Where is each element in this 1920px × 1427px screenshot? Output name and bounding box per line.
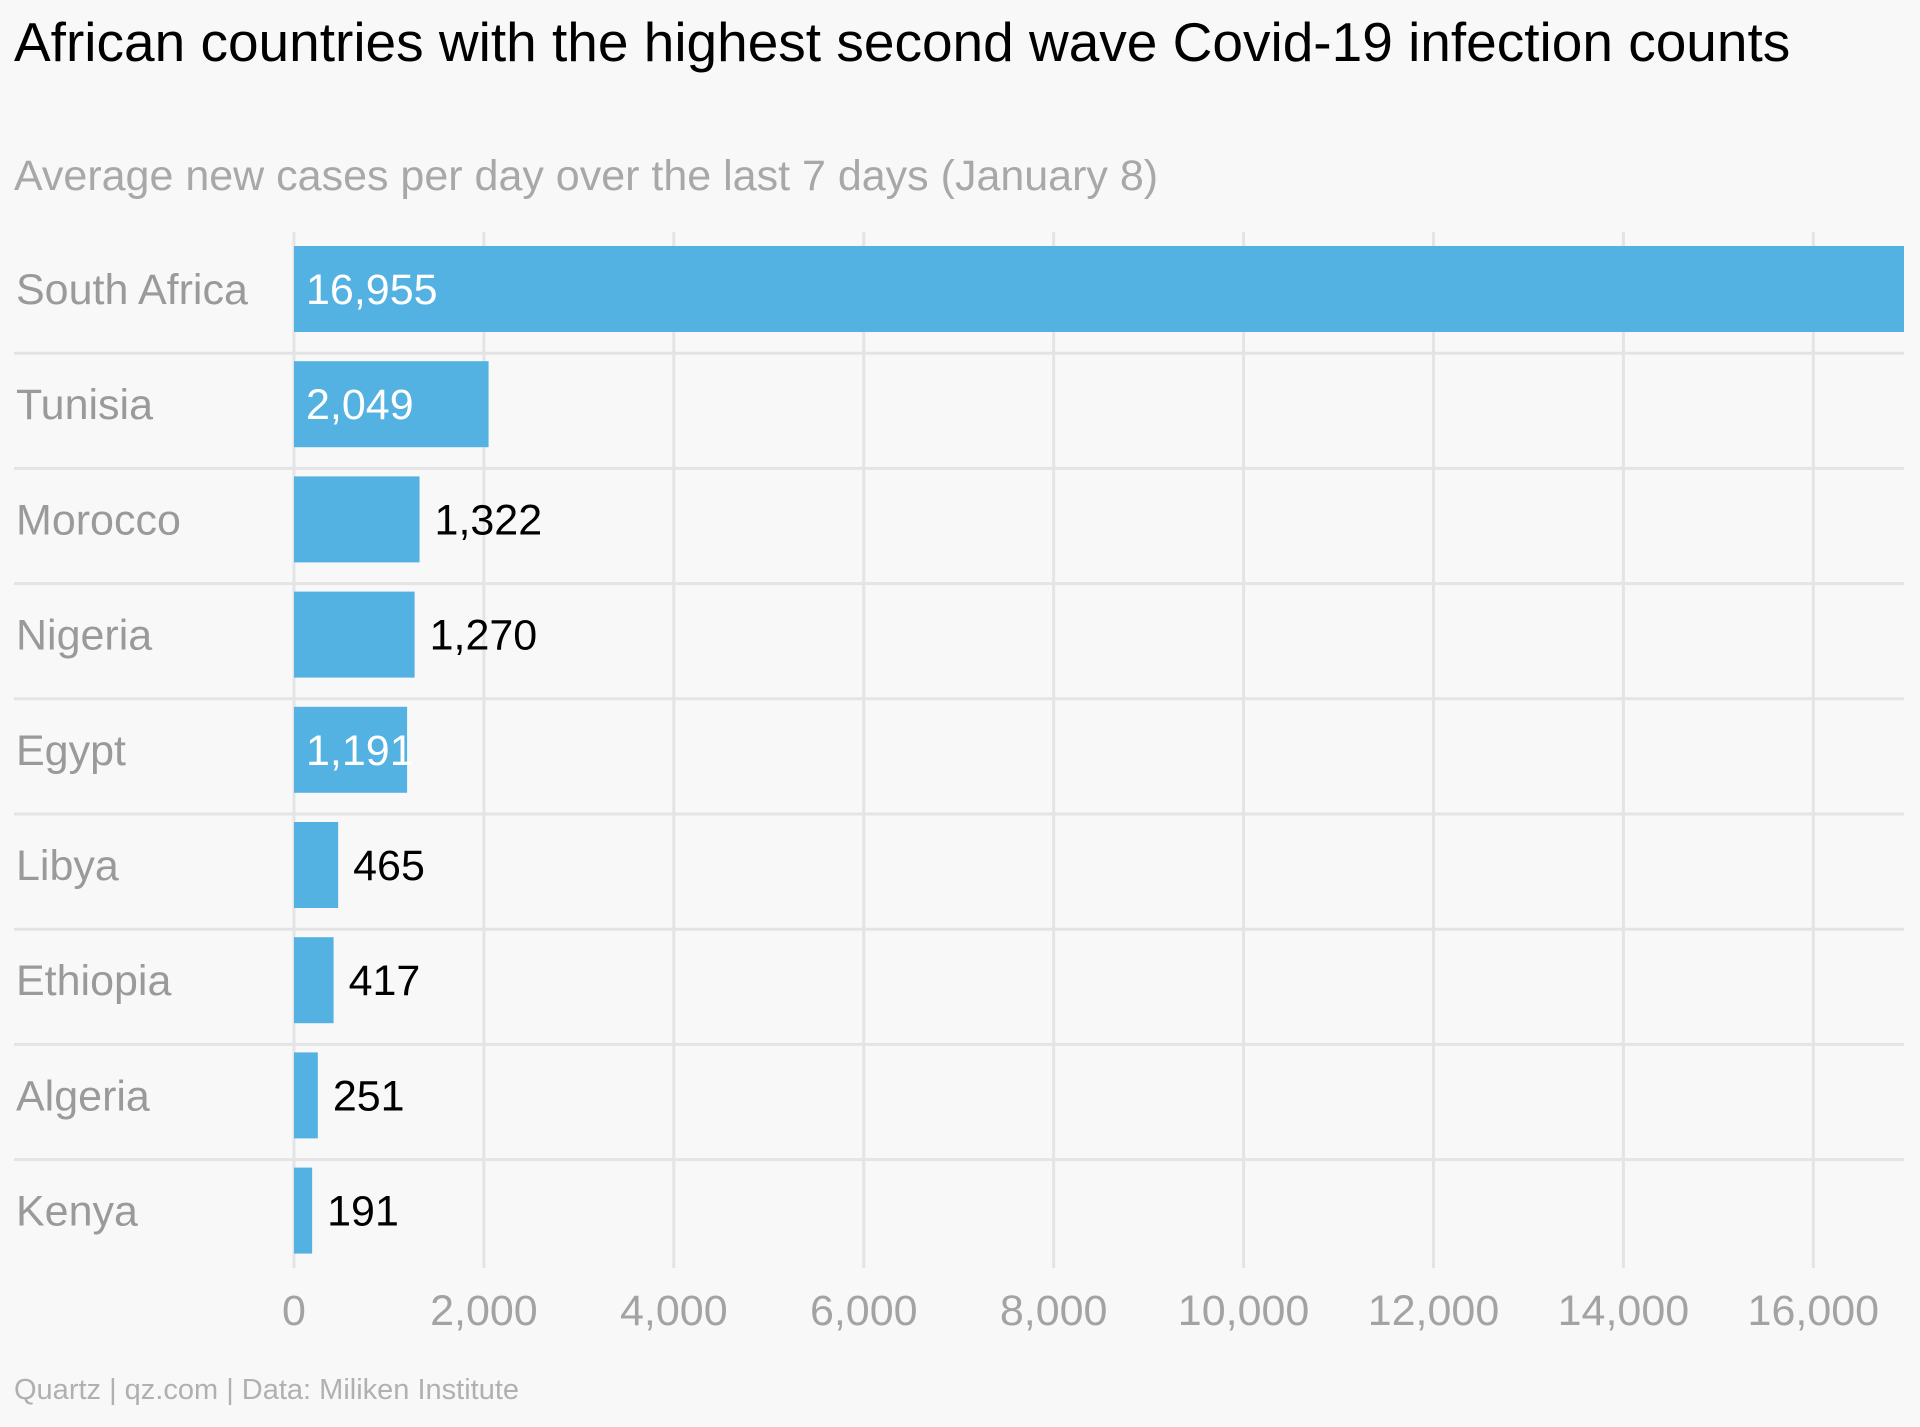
x-tick-label: 14,000 xyxy=(1558,1287,1690,1335)
bar xyxy=(294,246,1904,332)
value-label: 2,049 xyxy=(306,381,414,429)
chart-title: African countries with the highest secon… xyxy=(14,11,1791,73)
category-label: Libya xyxy=(16,842,119,890)
category-label: Morocco xyxy=(16,496,181,544)
category-label: Tunisia xyxy=(16,381,153,429)
bar xyxy=(294,1052,318,1139)
chart-subtitle: Average new cases per day over the last … xyxy=(14,152,1159,200)
category-label: Algeria xyxy=(16,1072,150,1120)
x-tick-label: 8,000 xyxy=(1000,1287,1108,1335)
value-label: 1,270 xyxy=(430,612,538,660)
value-label: 191 xyxy=(327,1188,399,1236)
x-tick-label: 2,000 xyxy=(430,1287,538,1335)
bar xyxy=(294,591,415,678)
bar xyxy=(294,937,334,1024)
value-label: 1,191 xyxy=(306,727,414,775)
x-tick-label: 6,000 xyxy=(810,1287,918,1335)
value-label: 465 xyxy=(353,842,425,890)
bar xyxy=(294,476,420,563)
category-label: Kenya xyxy=(16,1188,138,1236)
x-tick-label: 4,000 xyxy=(620,1287,728,1335)
value-label: 417 xyxy=(349,957,421,1005)
x-tick-label: 10,000 xyxy=(1178,1287,1310,1335)
value-label: 1,322 xyxy=(435,496,543,544)
category-label: Egypt xyxy=(16,727,126,775)
chart-footer: Quartz | qz.com | Data: Miliken Institut… xyxy=(14,1374,520,1406)
x-tick-label: 0 xyxy=(282,1287,306,1335)
x-tick-label: 12,000 xyxy=(1368,1287,1500,1335)
category-label: South Africa xyxy=(16,266,248,314)
bar xyxy=(294,361,489,448)
category-label: Ethiopia xyxy=(16,957,171,1005)
x-tick-label: 16,000 xyxy=(1748,1287,1880,1335)
bar xyxy=(294,1167,313,1254)
value-label: 16,955 xyxy=(306,266,438,314)
bar xyxy=(294,822,339,908)
value-label: 251 xyxy=(333,1072,405,1120)
category-label: Nigeria xyxy=(16,612,152,660)
bar xyxy=(294,706,408,793)
